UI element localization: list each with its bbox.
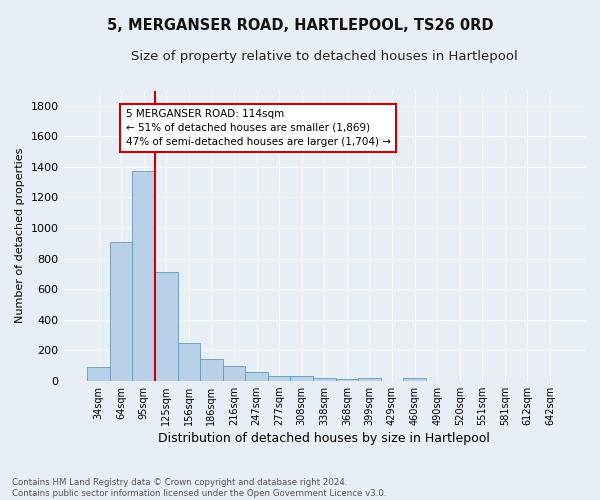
Bar: [178, 343, 200, 380]
Bar: [200, 358, 223, 380]
Bar: [403, 378, 426, 380]
Text: 5 MERGANSER ROAD: 114sqm
← 51% of detached houses are smaller (1,869)
47% of sem: 5 MERGANSER ROAD: 114sqm ← 51% of detach…: [125, 109, 391, 147]
Bar: [245, 372, 268, 380]
Bar: [290, 376, 313, 380]
Bar: [155, 272, 178, 380]
X-axis label: Distribution of detached houses by size in Hartlepool: Distribution of detached houses by size …: [158, 432, 490, 445]
Bar: [87, 367, 110, 380]
Title: Size of property relative to detached houses in Hartlepool: Size of property relative to detached ho…: [131, 50, 518, 63]
Y-axis label: Number of detached properties: Number of detached properties: [15, 148, 25, 324]
Bar: [110, 242, 133, 380]
Bar: [268, 376, 290, 380]
Bar: [313, 378, 335, 380]
Text: 5, MERGANSER ROAD, HARTLEPOOL, TS26 0RD: 5, MERGANSER ROAD, HARTLEPOOL, TS26 0RD: [107, 18, 493, 32]
Text: Contains HM Land Registry data © Crown copyright and database right 2024.
Contai: Contains HM Land Registry data © Crown c…: [12, 478, 386, 498]
Bar: [133, 172, 155, 380]
Bar: [358, 378, 381, 380]
Bar: [223, 366, 245, 380]
Bar: [335, 379, 358, 380]
